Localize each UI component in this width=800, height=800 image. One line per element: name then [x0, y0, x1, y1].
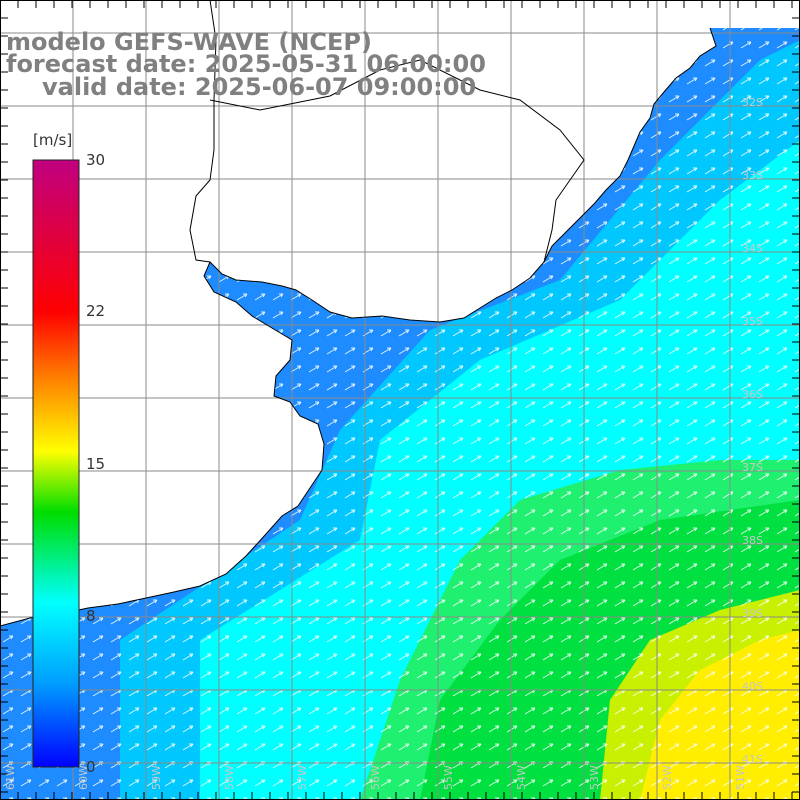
river-border-line — [189, 0, 217, 263]
longitude-label: 61W — [4, 765, 17, 790]
longitude-label: 59W — [150, 765, 163, 790]
latitude-label: 33S — [742, 169, 763, 182]
forecast-date: forecast date: 2025-05-31 06:00:00 — [6, 50, 486, 78]
latitude-label: 39S — [742, 607, 763, 620]
axis-labels: 32S 33S 34S 35S 36S 37S 38S 39S 40S 41S 61W 60W 59W 5… — [4, 96, 763, 790]
longitude-label: 53W — [588, 765, 601, 790]
longitude-label: 54W — [515, 765, 528, 790]
longitude-label: 57W — [296, 765, 309, 790]
colorbar-tick-8: 8 — [86, 607, 96, 625]
latitude-label: 34S — [742, 242, 763, 255]
longitude-label: 58W — [223, 765, 236, 790]
colorbar — [32, 159, 80, 768]
latitude-label: 40S — [742, 680, 763, 693]
longitude-label: 52W — [661, 765, 674, 790]
colorbar-unit: [m/s] — [33, 131, 73, 149]
longitude-label: 60W — [77, 765, 90, 790]
coast-line — [0, 27, 717, 627]
country-border-line — [209, 59, 585, 263]
latitude-label: 38S — [742, 534, 763, 547]
colorbar-tick-30: 30 — [86, 151, 106, 169]
latitude-label: 35S — [742, 315, 763, 328]
longitude-label: 56W — [369, 765, 382, 790]
latitude-label: 41S — [742, 753, 763, 766]
longitude-label: 51W — [734, 765, 747, 790]
colorbar-bar — [32, 159, 80, 768]
valid-date: valid date: 2025-06-07 09:00:00 — [42, 73, 477, 101]
latitude-label: 32S — [742, 96, 763, 109]
latitude-label: 37S — [742, 461, 763, 474]
coastline — [0, 0, 717, 627]
colorbar-tick-15: 15 — [86, 455, 106, 473]
colorbar-tick-22: 22 — [86, 302, 106, 320]
latitude-label: 36S — [742, 388, 763, 401]
colorbar-tick-0: 0 — [86, 758, 96, 776]
model-title: modelo GEFS-WAVE (NCEP) — [6, 28, 372, 56]
longitude-label: 55W — [442, 765, 455, 790]
